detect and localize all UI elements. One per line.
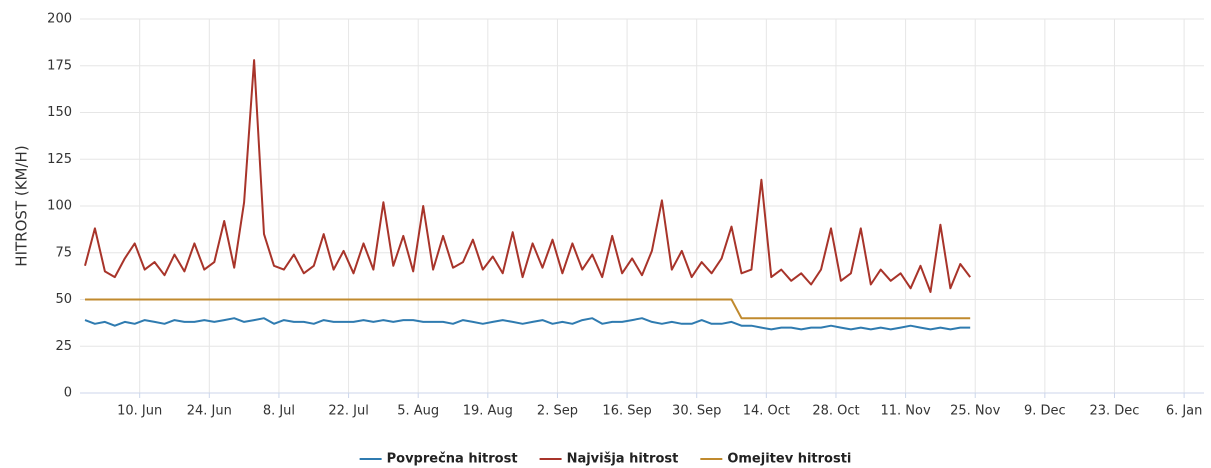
x-tick-label: 6. Jan <box>1166 404 1203 419</box>
series-line <box>84 317 971 331</box>
y-tick-label: 75 <box>55 245 72 260</box>
legend: Povprečna hitrost Najvišja hitrost Omejite… <box>359 452 851 467</box>
x-tick-label: 11. Nov <box>880 404 930 419</box>
x-tick-label: 5. Aug <box>397 404 439 419</box>
x-tick-label: 19. Aug <box>463 404 513 419</box>
y-tick-label: 25 <box>55 339 72 354</box>
x-tick-label: 25. Nov <box>950 404 1000 419</box>
y-tick-label: 150 <box>47 105 72 120</box>
y-axis-label: HITROST (KM/H) <box>13 145 31 266</box>
x-tick-label: 16. Sep <box>602 404 651 419</box>
x-tick-label: 9. Dec <box>1024 404 1066 419</box>
series-line <box>85 298 971 320</box>
x-tick-label: 24. Jun <box>187 404 232 419</box>
x-tick-label: 28. Oct <box>812 404 859 419</box>
y-tick-label: 50 <box>55 292 72 307</box>
x-tick-label: 2. Sep <box>537 404 578 419</box>
y-tick-label: 125 <box>47 152 72 167</box>
x-tick-label: 23. Dec <box>1089 404 1139 419</box>
y-tick-label: 175 <box>47 58 72 73</box>
x-tick-label: 10. Jun <box>117 404 162 419</box>
x-tick-label: 14. Oct <box>743 404 790 419</box>
y-tick-label: 200 <box>47 12 72 27</box>
legend-label: Povprečna hitrost <box>387 452 518 467</box>
y-tick-label: 0 <box>64 386 72 401</box>
y-tick-label: 100 <box>47 199 72 214</box>
x-tick-label: 30. Sep <box>672 404 721 419</box>
x-tick-label: 22. Jul <box>328 404 369 419</box>
x-tick-label: 8. Jul <box>263 404 295 419</box>
series-line <box>84 59 971 293</box>
legend-label: Omejitev hitrosti <box>727 452 851 467</box>
legend-label: Najvišja hitrost <box>567 452 679 467</box>
